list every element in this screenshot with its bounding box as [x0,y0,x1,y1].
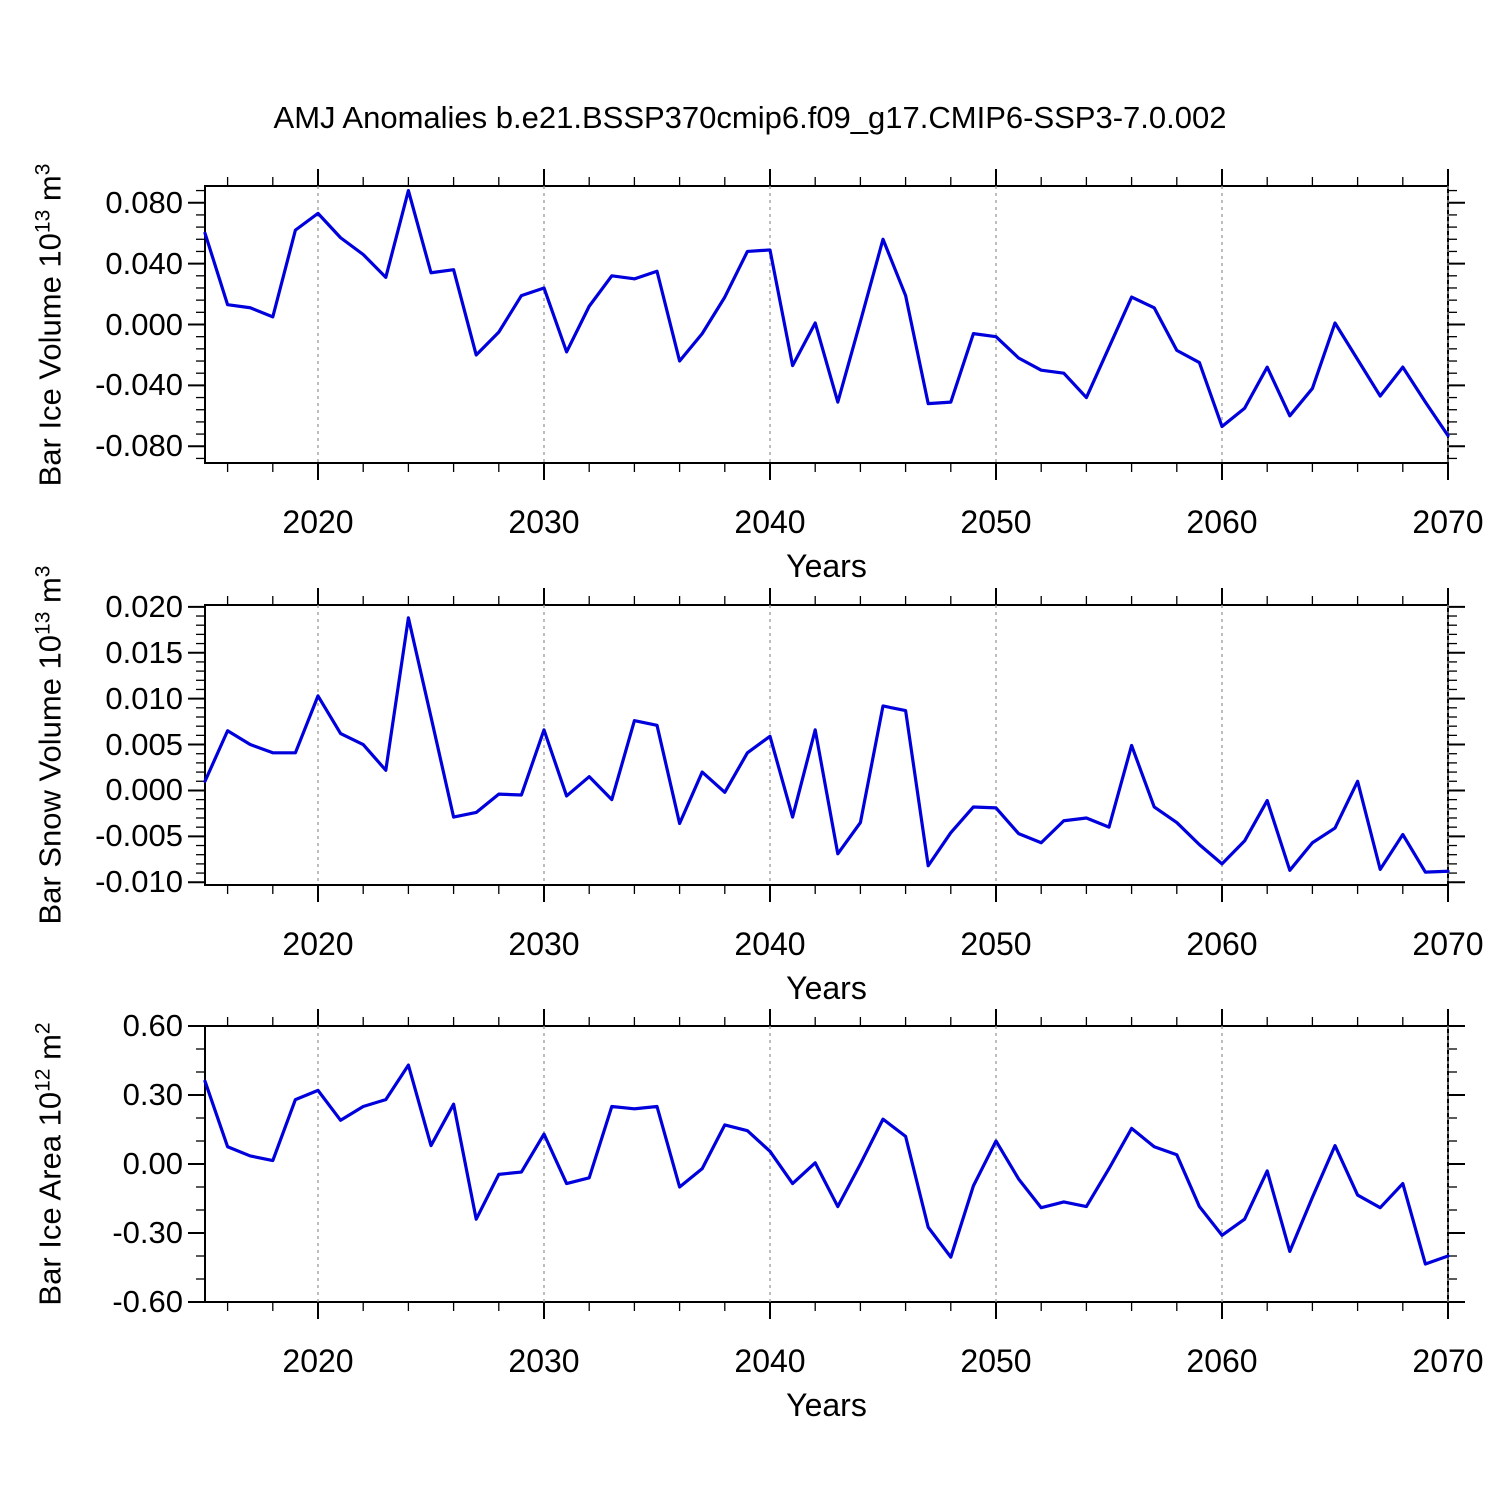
x-tick-label: 2040 [734,1343,806,1379]
x-tick-label: 2050 [960,926,1032,962]
y-tick-label: 0.00 [122,1146,183,1181]
x-axis-title: Years [786,548,867,584]
x-tick-label: 2040 [734,926,806,962]
x-tick-label: 2060 [1186,1343,1258,1379]
anomaly-data-line [203,1063,1450,1266]
x-tick-label: 2070 [1412,926,1484,962]
x-tick-label: 2060 [1186,926,1258,962]
y-axis-title: Bar Ice Volume 1013 m3 [31,163,68,486]
y-axis-title: Bar Snow Volume 1013 m3 [31,565,68,925]
x-axis-title: Years [786,1387,867,1423]
y-tick-label: -0.60 [112,1284,183,1319]
x-tick-label: 2070 [1412,1343,1484,1379]
panel-border [204,604,1449,886]
y-axis-title: Bar Ice Area 1012 m2 [31,1022,68,1306]
chart-title: AMJ Anomalies b.e21.BSSP370cmip6.f09_g17… [273,100,1227,135]
x-tick-label: 2030 [508,1343,580,1379]
x-tick-label: 2020 [282,504,354,540]
x-tick-label: 2040 [734,504,806,540]
x-tick-label: 2030 [508,926,580,962]
x-tick-label: 2050 [960,1343,1032,1379]
y-tick-label: 0.020 [105,588,183,624]
y-tick-label: 0.015 [105,634,183,670]
y-tick-label: 0.040 [105,245,183,281]
y-tick-label: 0.000 [105,772,183,808]
x-tick-label: 2030 [508,504,580,540]
y-tick-label: 0.60 [122,1008,183,1043]
y-tick-label: 0.005 [105,726,183,762]
y-tick-label: -0.080 [95,428,183,464]
x-axis-title: Years [786,970,867,1006]
x-tick-label: 2070 [1412,504,1484,540]
panel-border [204,1025,1449,1303]
x-tick-label: 2060 [1186,504,1258,540]
y-tick-label: 0.30 [122,1077,183,1112]
x-tick-label: 2020 [282,1343,354,1379]
x-tick-label: 2020 [282,926,354,962]
y-tick-label: -0.040 [95,367,183,403]
y-tick-label: -0.005 [95,818,183,854]
y-tick-label: 0.000 [105,306,183,342]
x-tick-label: 2050 [960,504,1032,540]
anomaly-data-line [203,188,1450,438]
y-tick-label: -0.30 [112,1215,183,1250]
y-tick-label: 0.080 [105,184,183,220]
panel-border [204,185,1449,464]
y-tick-label: -0.010 [95,864,183,900]
y-tick-label: 0.010 [105,680,183,716]
anomaly-data-line [203,616,1450,874]
